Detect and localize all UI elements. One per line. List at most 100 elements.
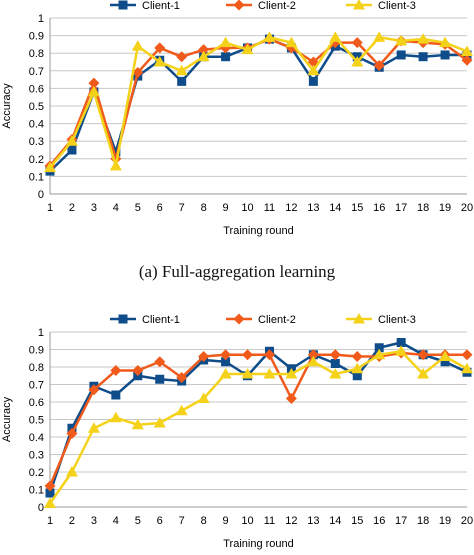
chart-a-x-tick-label: 16	[373, 202, 385, 214]
chart-a-x-tick-label: 1	[47, 202, 53, 214]
chart-b-point-s3	[285, 368, 298, 379]
chart-b-y-tick-label: 0.5	[29, 415, 44, 427]
chart-b-point-s2	[132, 365, 144, 376]
chart-b-x-tick-label: 1	[47, 515, 53, 527]
chart-a-point-s3	[417, 33, 430, 44]
chart-a-point-s2	[373, 60, 385, 72]
chart-a-point-s3	[285, 36, 298, 48]
chart-b-point-s1	[352, 371, 362, 381]
chart-b-x-tick-label: 16	[373, 515, 385, 527]
chart-a-point-s2	[198, 44, 210, 56]
chart-full-aggregation: 00.10.20.30.40.50.60.70.80.911 2 3 4 5 6 7 8 9 10…	[1, 0, 473, 237]
chart-a-y-tick-label: 0.6	[29, 83, 44, 95]
chart-b-y-tick-label: 0	[38, 502, 44, 514]
chart-a-point-s3	[263, 31, 276, 42]
chart-b-x-tick-label: 4	[113, 515, 119, 527]
chart-b-point-s3	[44, 497, 56, 508]
chart-a-x-tick-label: 5	[135, 202, 141, 214]
chart-b-legend-marker-3	[353, 313, 365, 324]
chart-a-point-s3	[44, 161, 56, 173]
chart-b-x-tick-label: 7	[179, 515, 185, 527]
chart-a-point-s2	[88, 77, 100, 89]
chart-b-y-tick-label: 0.1	[29, 485, 44, 497]
chart-b-point-s2	[88, 384, 100, 396]
chart-a-x-tick-label: 10	[241, 202, 253, 214]
chart-a-x-tick-label: 19	[439, 202, 451, 214]
chart-a-x-tick-label: 4	[113, 202, 119, 214]
chart-b-point-s1	[330, 359, 340, 368]
chart-a-point-s3	[439, 36, 452, 48]
chart-b-point-s2	[154, 356, 166, 368]
chart-a-point-s1	[177, 76, 187, 86]
chart-b-x-tick-label: 8	[201, 515, 207, 527]
chart-b-point-s3	[153, 417, 166, 428]
chart-b-y-tick-label: 0.6	[29, 397, 44, 409]
chart-a-point-s3	[461, 45, 473, 56]
chart-b-x-axis-title: Training round	[223, 538, 294, 550]
chart-b-point-s1	[45, 488, 55, 498]
chart-a-legend-marker-2	[233, 0, 245, 11]
chart-b-point-s3	[87, 422, 100, 433]
chart-b-y-tick-label: 0.3	[29, 450, 44, 462]
chart-b-x-tick-label: 13	[307, 515, 319, 527]
chart-a-point-s2	[176, 51, 188, 63]
chart-b-x-tick-label: 2	[69, 515, 75, 527]
chart-a-y-tick-label: 0	[38, 189, 44, 201]
chart-a-point-s3	[65, 135, 78, 146]
chart-b-legend-label-3: Client-3	[378, 314, 416, 326]
chart-a-point-s1	[308, 76, 318, 86]
chart-a-y-tick-label: 0.7	[29, 66, 44, 78]
chart-b-x-tick-label: 17	[395, 515, 407, 527]
chart-a-x-tick-label: 14	[329, 202, 341, 214]
chart-b-legend-label-1: Client-1	[142, 314, 180, 326]
chart-a-point-s3	[395, 34, 408, 46]
chart-a-y-tick-label: 0.1	[29, 171, 44, 183]
chart-b-y-tick-label: 1	[38, 327, 44, 339]
chart-b-point-s2	[329, 349, 341, 361]
chart-a-x-tick-label: 18	[417, 202, 429, 214]
chart-b-x-tick-label: 19	[439, 515, 451, 527]
chart-a-y-tick-label: 0.9	[29, 31, 44, 43]
chart-b-point-s3	[131, 418, 144, 430]
chart-b-x-tick-label: 10	[241, 515, 253, 527]
chart-b-point-s3	[219, 368, 232, 379]
chart-b-point-s3	[461, 362, 473, 374]
chart-a-x-tick-label: 13	[307, 202, 319, 214]
chart-b-point-s3	[197, 392, 210, 403]
chart-a-x-tick-label: 11	[264, 202, 275, 214]
chart-partial-aggregation: 00.10.20.30.40.50.60.70.80.911 2 3 4 5 6 7 8 9 10…	[1, 313, 473, 550]
chart-a-point-s3	[351, 56, 364, 67]
chart-b-point-s3	[439, 350, 452, 361]
chart-a-point-s2	[132, 67, 144, 79]
chart-b-point-s2	[198, 351, 210, 362]
chart-b-y-tick-label: 0.7	[29, 380, 44, 392]
chart-b-y-tick-label: 0.2	[29, 467, 44, 479]
chart-a-point-s3	[373, 31, 386, 42]
chart-b-point-s3	[373, 348, 386, 360]
chart-b-point-s3	[263, 368, 276, 379]
chart-b-point-s2	[263, 349, 275, 361]
chart-b-point-s2	[220, 349, 232, 361]
chart-b-legend-label-2: Client-2	[258, 314, 296, 326]
chart-b-point-s2	[417, 349, 429, 361]
chart-b-point-s3	[417, 368, 430, 379]
chart-a-x-tick-label: 6	[157, 202, 163, 214]
chart-b-point-s2	[285, 393, 297, 404]
chart-a-point-s3	[307, 64, 320, 76]
chart-b-x-tick-label: 18	[417, 515, 429, 527]
chart-b-y-tick-label: 0.4	[29, 432, 44, 444]
chart-a-point-s3	[329, 31, 342, 42]
chart-a-x-tick-label: 15	[351, 202, 363, 214]
chart-b-point-s2	[307, 349, 319, 361]
chart-a-point-s1	[67, 145, 77, 155]
chart-b-point-s1	[221, 357, 231, 367]
chart-b-x-tick-label: 9	[223, 515, 229, 527]
chart-b-x-tick-label: 20	[461, 515, 473, 527]
chart-a-x-axis-title: Training round	[223, 225, 294, 237]
chart-b-x-tick-label: 6	[157, 515, 163, 527]
chart-a-x-tick-label: 12	[285, 202, 297, 214]
chart-b-x-tick-label: 14	[329, 515, 341, 527]
chart-a-legend-label-2: Client-2	[258, 0, 296, 12]
chart-a-y-axis-title: Accuracy	[1, 83, 13, 129]
chart-a-y-tick-label: 0.5	[29, 101, 44, 113]
